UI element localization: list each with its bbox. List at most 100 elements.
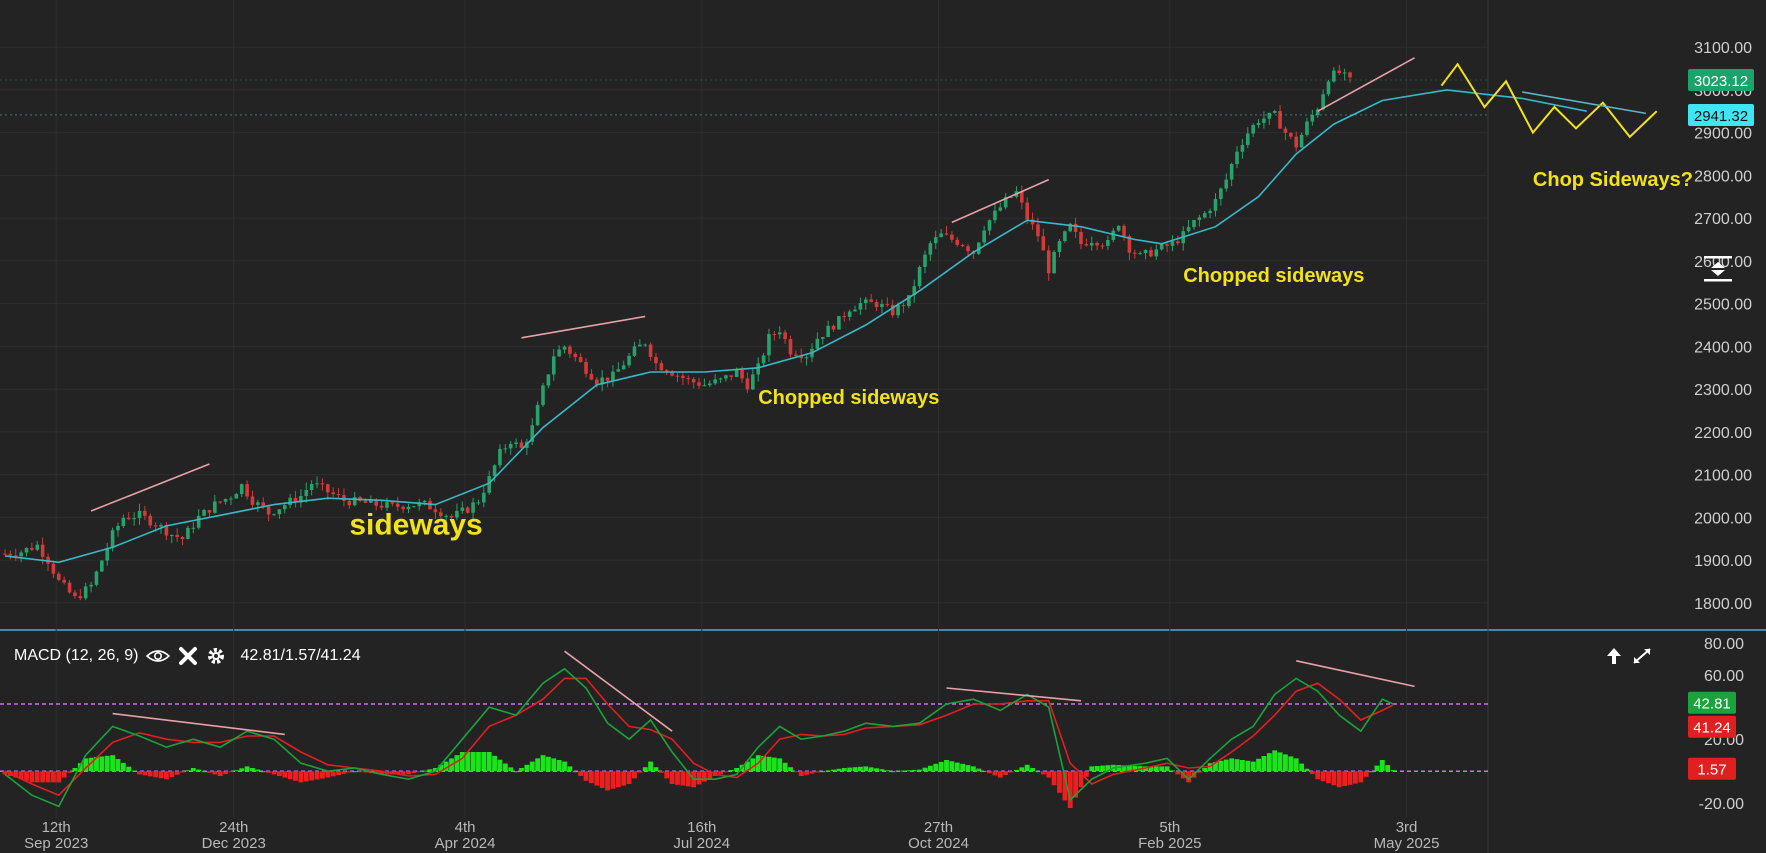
macd-histogram-bar	[583, 771, 589, 781]
macd-histogram-bar	[433, 768, 438, 772]
candle-body	[718, 378, 723, 380]
candle-body	[955, 239, 960, 245]
macd-line	[4, 667, 1394, 808]
macd-histogram-bar	[212, 771, 218, 775]
candle-body	[707, 383, 712, 386]
trend-line	[521, 315, 646, 339]
candle-body	[293, 497, 298, 503]
candle-body	[950, 234, 954, 240]
macd-histogram-bar	[1304, 768, 1310, 772]
candle-body	[616, 369, 621, 372]
macd-histogram-bar	[884, 770, 890, 772]
macd-histogram-bar	[782, 762, 788, 772]
candle-body	[944, 233, 949, 235]
candle-body	[116, 525, 120, 531]
macd-histogram-bar	[13, 771, 19, 778]
macd-tag-label: 1.57	[1697, 762, 1726, 779]
macd-histogram-bar	[820, 771, 826, 773]
candle-body	[1348, 72, 1352, 78]
tool-icon[interactable]	[1702, 254, 1734, 284]
macd-histogram-bar	[863, 766, 869, 772]
candle-body	[213, 501, 217, 513]
projection-line	[1522, 91, 1647, 115]
macd-histogram-bar	[1218, 760, 1224, 772]
candle-body	[1025, 202, 1029, 220]
candle-body	[578, 357, 583, 362]
macd-histogram-bar	[804, 771, 810, 775]
candle-body	[471, 502, 475, 513]
macd-histogram-bar	[841, 768, 847, 772]
candle-body	[492, 465, 497, 477]
candle-body	[1294, 136, 1298, 148]
macd-histogram-bar	[341, 771, 347, 774]
macd-tag-label: 41.24	[1693, 720, 1731, 737]
candle-body	[1202, 213, 1207, 218]
candle-body	[1165, 244, 1169, 246]
candle-body	[993, 210, 997, 221]
macd-histogram-bar	[562, 761, 567, 772]
candle-body	[890, 304, 895, 316]
eye-icon[interactable]	[146, 648, 171, 664]
macd-histogram-bar	[1170, 770, 1175, 772]
y-tick-label: 2000.00	[1694, 510, 1752, 527]
candle-body	[8, 553, 13, 556]
candle-body	[1229, 164, 1234, 180]
candle-body	[272, 514, 276, 516]
candle-body	[1143, 250, 1148, 254]
macd-histogram-bar	[578, 771, 584, 776]
macd-histogram-bar	[1379, 760, 1385, 772]
candle-body	[756, 363, 760, 375]
candle-body	[1068, 223, 1073, 232]
candle-body	[831, 325, 836, 330]
candle-body	[1154, 249, 1159, 257]
candle-body	[562, 346, 567, 350]
macd-histogram-bar	[1105, 765, 1111, 772]
candle-body	[180, 537, 185, 540]
macd-histogram-bar	[890, 771, 896, 773]
macd-histogram-bar	[535, 758, 541, 772]
macd-histogram-bar	[293, 771, 298, 781]
candle-body	[282, 505, 287, 510]
macd-histogram-bar	[180, 771, 185, 773]
x-tick-label: 24th	[219, 819, 248, 836]
macd-histogram-bar	[18, 771, 24, 780]
macd-histogram-bar	[416, 771, 422, 773]
candle-body	[395, 503, 400, 507]
macd-histogram-bar	[1164, 766, 1170, 772]
macd-histogram-bar	[642, 767, 648, 772]
candle-body	[1176, 241, 1180, 244]
candle-body	[670, 372, 674, 376]
macd-histogram-bar	[825, 770, 831, 772]
candle-body	[245, 484, 249, 497]
macd-histogram-bar	[852, 767, 858, 772]
arrow-up-icon[interactable]	[1605, 646, 1623, 666]
candle-body	[164, 525, 169, 536]
macd-histogram-bar	[320, 771, 325, 779]
gear-icon[interactable]	[206, 646, 226, 666]
expand-icon[interactable]	[1631, 646, 1653, 666]
candle-body	[982, 230, 986, 243]
annotation-text: sideways	[349, 508, 482, 541]
macd-histogram-bar	[126, 766, 132, 772]
candle-body	[261, 502, 266, 507]
macd-histogram-bar	[271, 771, 277, 775]
candle-body	[1057, 241, 1062, 253]
candle-body	[772, 334, 777, 336]
candle-body	[675, 375, 680, 377]
macd-histogram-bar	[874, 768, 879, 772]
macd-histogram-bar	[594, 771, 600, 786]
macd-tag-bg	[1688, 715, 1736, 738]
candle-body	[1170, 241, 1175, 246]
candle-body	[923, 254, 927, 267]
candle-body	[681, 375, 685, 379]
candle-body	[1122, 225, 1126, 237]
close-icon[interactable]	[178, 646, 198, 666]
macd-histogram-bar	[992, 771, 998, 776]
macd-histogram-bar	[911, 769, 917, 772]
macd-histogram-bar	[1358, 771, 1364, 783]
y-tick-label: 2500.00	[1694, 297, 1752, 314]
candle-body	[740, 369, 744, 379]
macd-histogram-bar	[949, 761, 955, 772]
macd-histogram-bar	[771, 757, 777, 772]
